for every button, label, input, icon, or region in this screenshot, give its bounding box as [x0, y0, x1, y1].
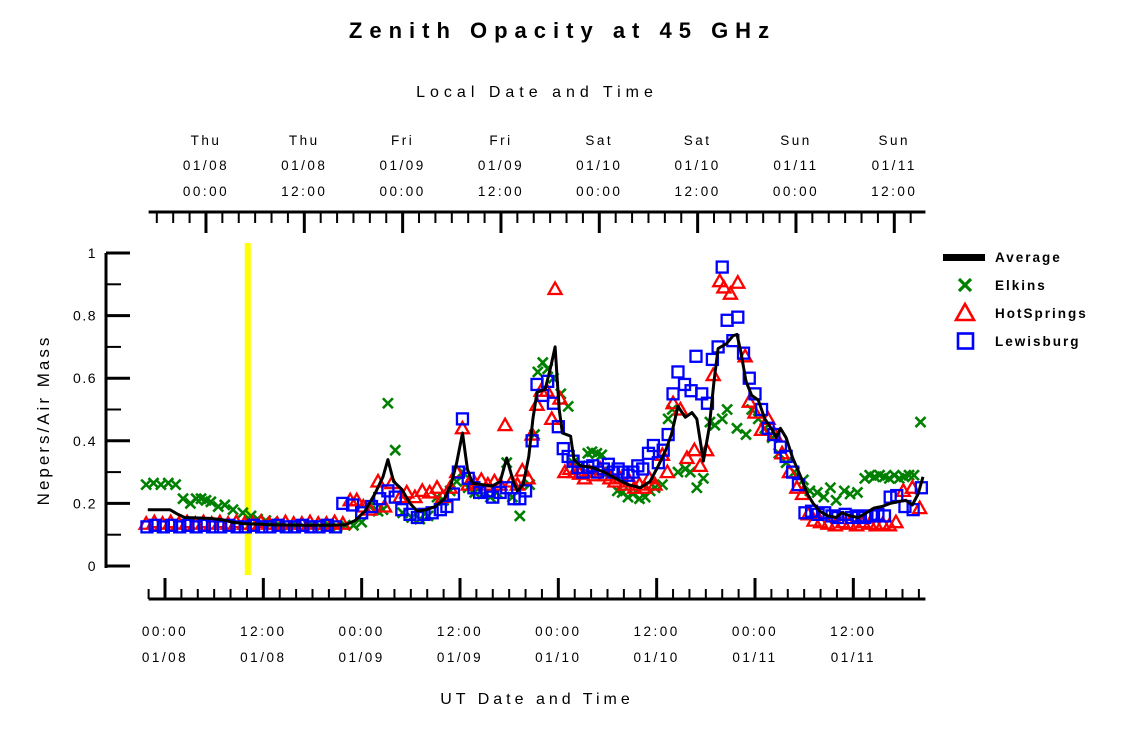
tick-label: 01/08: [281, 158, 327, 173]
x-marker-icon: [957, 277, 973, 293]
legend-label-hotsprings: HotSprings: [995, 305, 1088, 321]
tick-label: 12:00: [281, 184, 327, 199]
legend-item-elkins: Elkins: [941, 273, 1088, 297]
bottom-axis: 00:00 01/08 12:00 01/08 00:00 01/09 12:00 01/09…: [142, 578, 926, 665]
chart-title: Zenith Opacity at 45 GHz: [348, 18, 777, 43]
y-axis-title: Nepers/Air Mass: [34, 334, 53, 506]
square-marker-icon: [956, 332, 975, 350]
tick-label: 01/09: [339, 650, 385, 665]
triangle-marker-icon: [953, 301, 977, 322]
tick-label: 00:00: [339, 624, 385, 639]
tick-label: 01/09: [437, 650, 483, 665]
tick-label: 01/11: [872, 158, 917, 173]
tick-label: 00:00: [379, 184, 425, 199]
tick-label: Thu: [289, 133, 320, 148]
tick-label: 0.8: [73, 308, 97, 324]
tick-label: 00:00: [142, 624, 188, 639]
tick-label: Fri: [489, 133, 512, 148]
legend-label-average: Average: [995, 249, 1062, 265]
tick-label: 00:00: [183, 184, 229, 199]
average-line-swatch: [943, 254, 985, 261]
top-axis: Thu 01/08 00:00 Thu 01/08 12:00 Fri 01/09 00:00 F…: [148, 133, 926, 233]
legend: Average Elkins HotSprings Lewisburg: [941, 245, 1088, 353]
tick-label: Sun: [780, 133, 812, 148]
tick-label: Sun: [879, 133, 911, 148]
legend-item-hotsprings: HotSprings: [941, 301, 1088, 325]
legend-label-elkins: Elkins: [995, 277, 1047, 293]
tick-label: 12:00: [240, 624, 286, 639]
tick-label: 12:00: [674, 184, 720, 199]
tick-label: 01/09: [478, 158, 524, 173]
tick-label: 01/11: [773, 158, 818, 173]
tick-label: 12:00: [871, 184, 917, 199]
tick-label: 12:00: [830, 624, 876, 639]
legend-item-lewisburg: Lewisburg: [941, 329, 1088, 353]
tick-label: 01/11: [732, 650, 777, 665]
tick-label: Fri: [391, 133, 414, 148]
tick-label: 01/08: [240, 650, 286, 665]
series-average: [147, 332, 925, 527]
tick-label: 00:00: [535, 624, 581, 639]
tick-label: 00:00: [576, 184, 622, 199]
tick-label: 01/11: [831, 650, 876, 665]
tick-label: 12:00: [478, 184, 524, 199]
tick-label: 0.6: [73, 370, 97, 386]
legend-item-average: Average: [941, 245, 1088, 269]
bottom-axis-title: UT Date and Time: [440, 691, 634, 708]
tick-label: 00:00: [773, 184, 819, 199]
tick-label: 01/10: [535, 650, 581, 665]
top-axis-title: Local Date and Time: [416, 84, 658, 101]
y-axis: 0 0.2 0.4 0.6 0.8 1: [73, 245, 130, 574]
tick-label: 12:00: [437, 624, 483, 639]
tick-label: 0.2: [73, 495, 97, 511]
tick-label: 01/08: [183, 158, 229, 173]
tick-label: 1: [88, 245, 97, 261]
tick-label: 0.4: [73, 433, 97, 449]
legend-label-lewisburg: Lewisburg: [995, 333, 1081, 349]
tick-label: 00:00: [732, 624, 778, 639]
tick-label: Sat: [585, 133, 613, 148]
tick-label: 01/09: [379, 158, 425, 173]
tick-label: 12:00: [634, 624, 680, 639]
tick-label: 0: [88, 558, 97, 574]
tick-label: 01/08: [142, 650, 188, 665]
tick-label: 01/10: [674, 158, 720, 173]
tick-label: Thu: [191, 133, 222, 148]
tick-label: Sat: [684, 133, 712, 148]
event-marker-line: [244, 243, 251, 575]
average-line: [147, 332, 925, 527]
tick-label: 01/10: [576, 158, 622, 173]
tick-label: 01/10: [634, 650, 680, 665]
